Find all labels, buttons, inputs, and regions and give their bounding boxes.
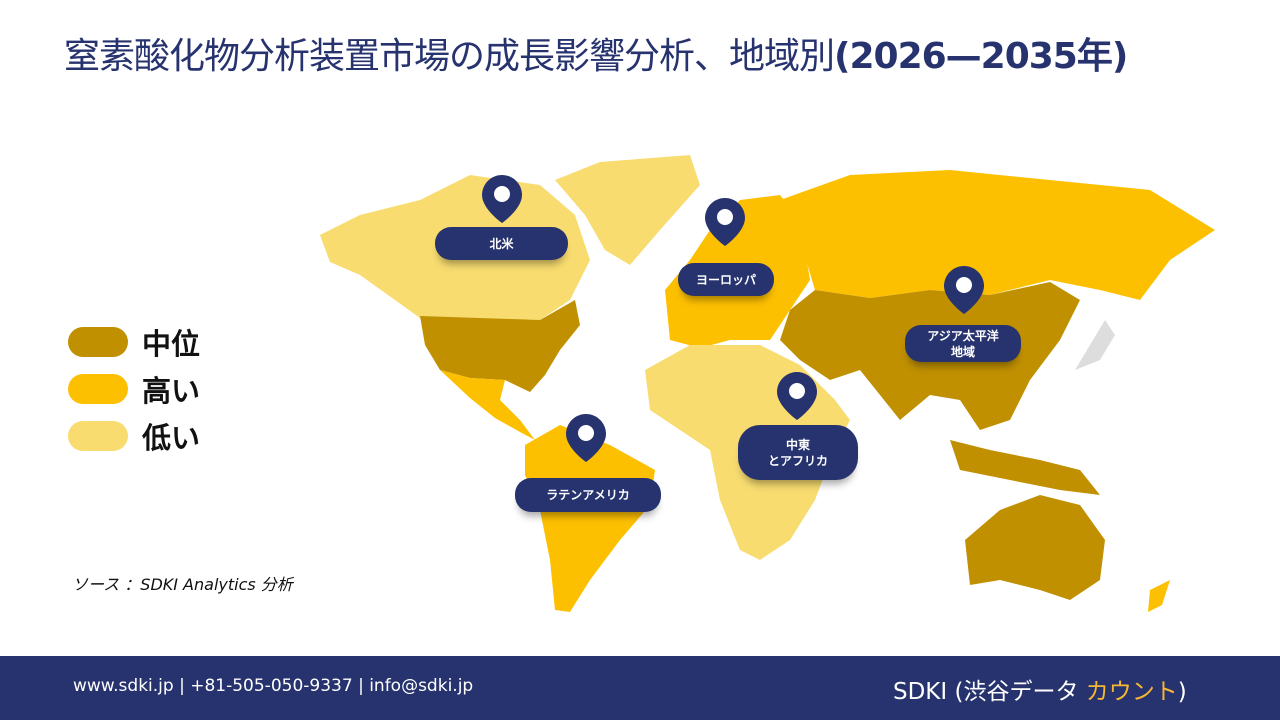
region-south-america <box>525 425 655 612</box>
region-label-text: 中東 <box>785 437 810 452</box>
source-note: ソース ：SDKI Analytics 分析 <box>72 575 293 594</box>
legend-swatch-high <box>68 373 128 404</box>
map-pin-icon <box>777 372 817 420</box>
map-pin-icon <box>566 414 606 462</box>
region-label-middle-east-africa[interactable]: 中東 とアフリカ <box>738 425 858 480</box>
footer-contact: www.sdki.jp | +81-505-050-9337 | info@sd… <box>73 676 474 696</box>
region-southeast-asia <box>950 440 1100 495</box>
legend-label: 低い <box>142 420 201 455</box>
region-greenland <box>555 155 700 265</box>
legend-label: 中位 <box>142 326 201 361</box>
region-label-asia-pacific[interactable]: アジア太平洋 地域 <box>905 325 1021 362</box>
legend-item-medium: 中位 <box>68 318 200 365</box>
region-label-text: アジア太平洋 <box>927 328 999 343</box>
region-label-text: 地域 <box>950 344 975 359</box>
title-main: 窒素酸化物分析装置市場の成長影響分析、地域別 <box>64 36 835 77</box>
region-label-text: とアフリカ <box>767 453 828 468</box>
region-russia <box>780 170 1215 300</box>
legend: 中位 高い 低い <box>68 318 200 459</box>
region-label-text: 北米 <box>489 236 514 251</box>
map-pin-icon <box>944 266 984 314</box>
region-mexico-central-america <box>440 370 535 440</box>
brand-accent: カウント <box>1085 679 1178 705</box>
legend-item-low: 低い <box>68 412 200 459</box>
region-new-zealand <box>1148 580 1170 612</box>
region-usa <box>420 300 580 392</box>
region-label-text: ラテンアメリカ <box>546 488 630 502</box>
legend-item-high: 高い <box>68 365 200 412</box>
region-label-text: ヨーロッパ <box>695 272 756 287</box>
title-years: (2026—2035年) <box>834 36 1128 77</box>
legend-swatch-medium <box>68 326 128 357</box>
footer: www.sdki.jp | +81-505-050-9337 | info@sd… <box>0 656 1280 720</box>
legend-label: 高い <box>142 373 201 408</box>
brand-suffix: ) <box>1177 679 1187 705</box>
region-japan <box>1075 320 1115 370</box>
map-pin-icon <box>705 198 745 246</box>
legend-swatch-low <box>68 420 128 451</box>
region-label-europe[interactable]: ヨーロッパ <box>678 263 774 296</box>
brand-prefix: SDKI (渋谷データ <box>893 679 1086 705</box>
footer-brand: SDKI (渋谷データ カウント) <box>893 672 1187 706</box>
region-label-north-america[interactable]: 北米 <box>435 227 568 260</box>
page-title: 窒素酸化物分析装置市場の成長影響分析、地域別(2026—2035年) <box>64 32 1204 82</box>
map-pin-icon <box>482 175 522 223</box>
region-australia <box>965 495 1105 600</box>
region-label-latin-america[interactable]: ラテンアメリカ <box>515 478 661 512</box>
